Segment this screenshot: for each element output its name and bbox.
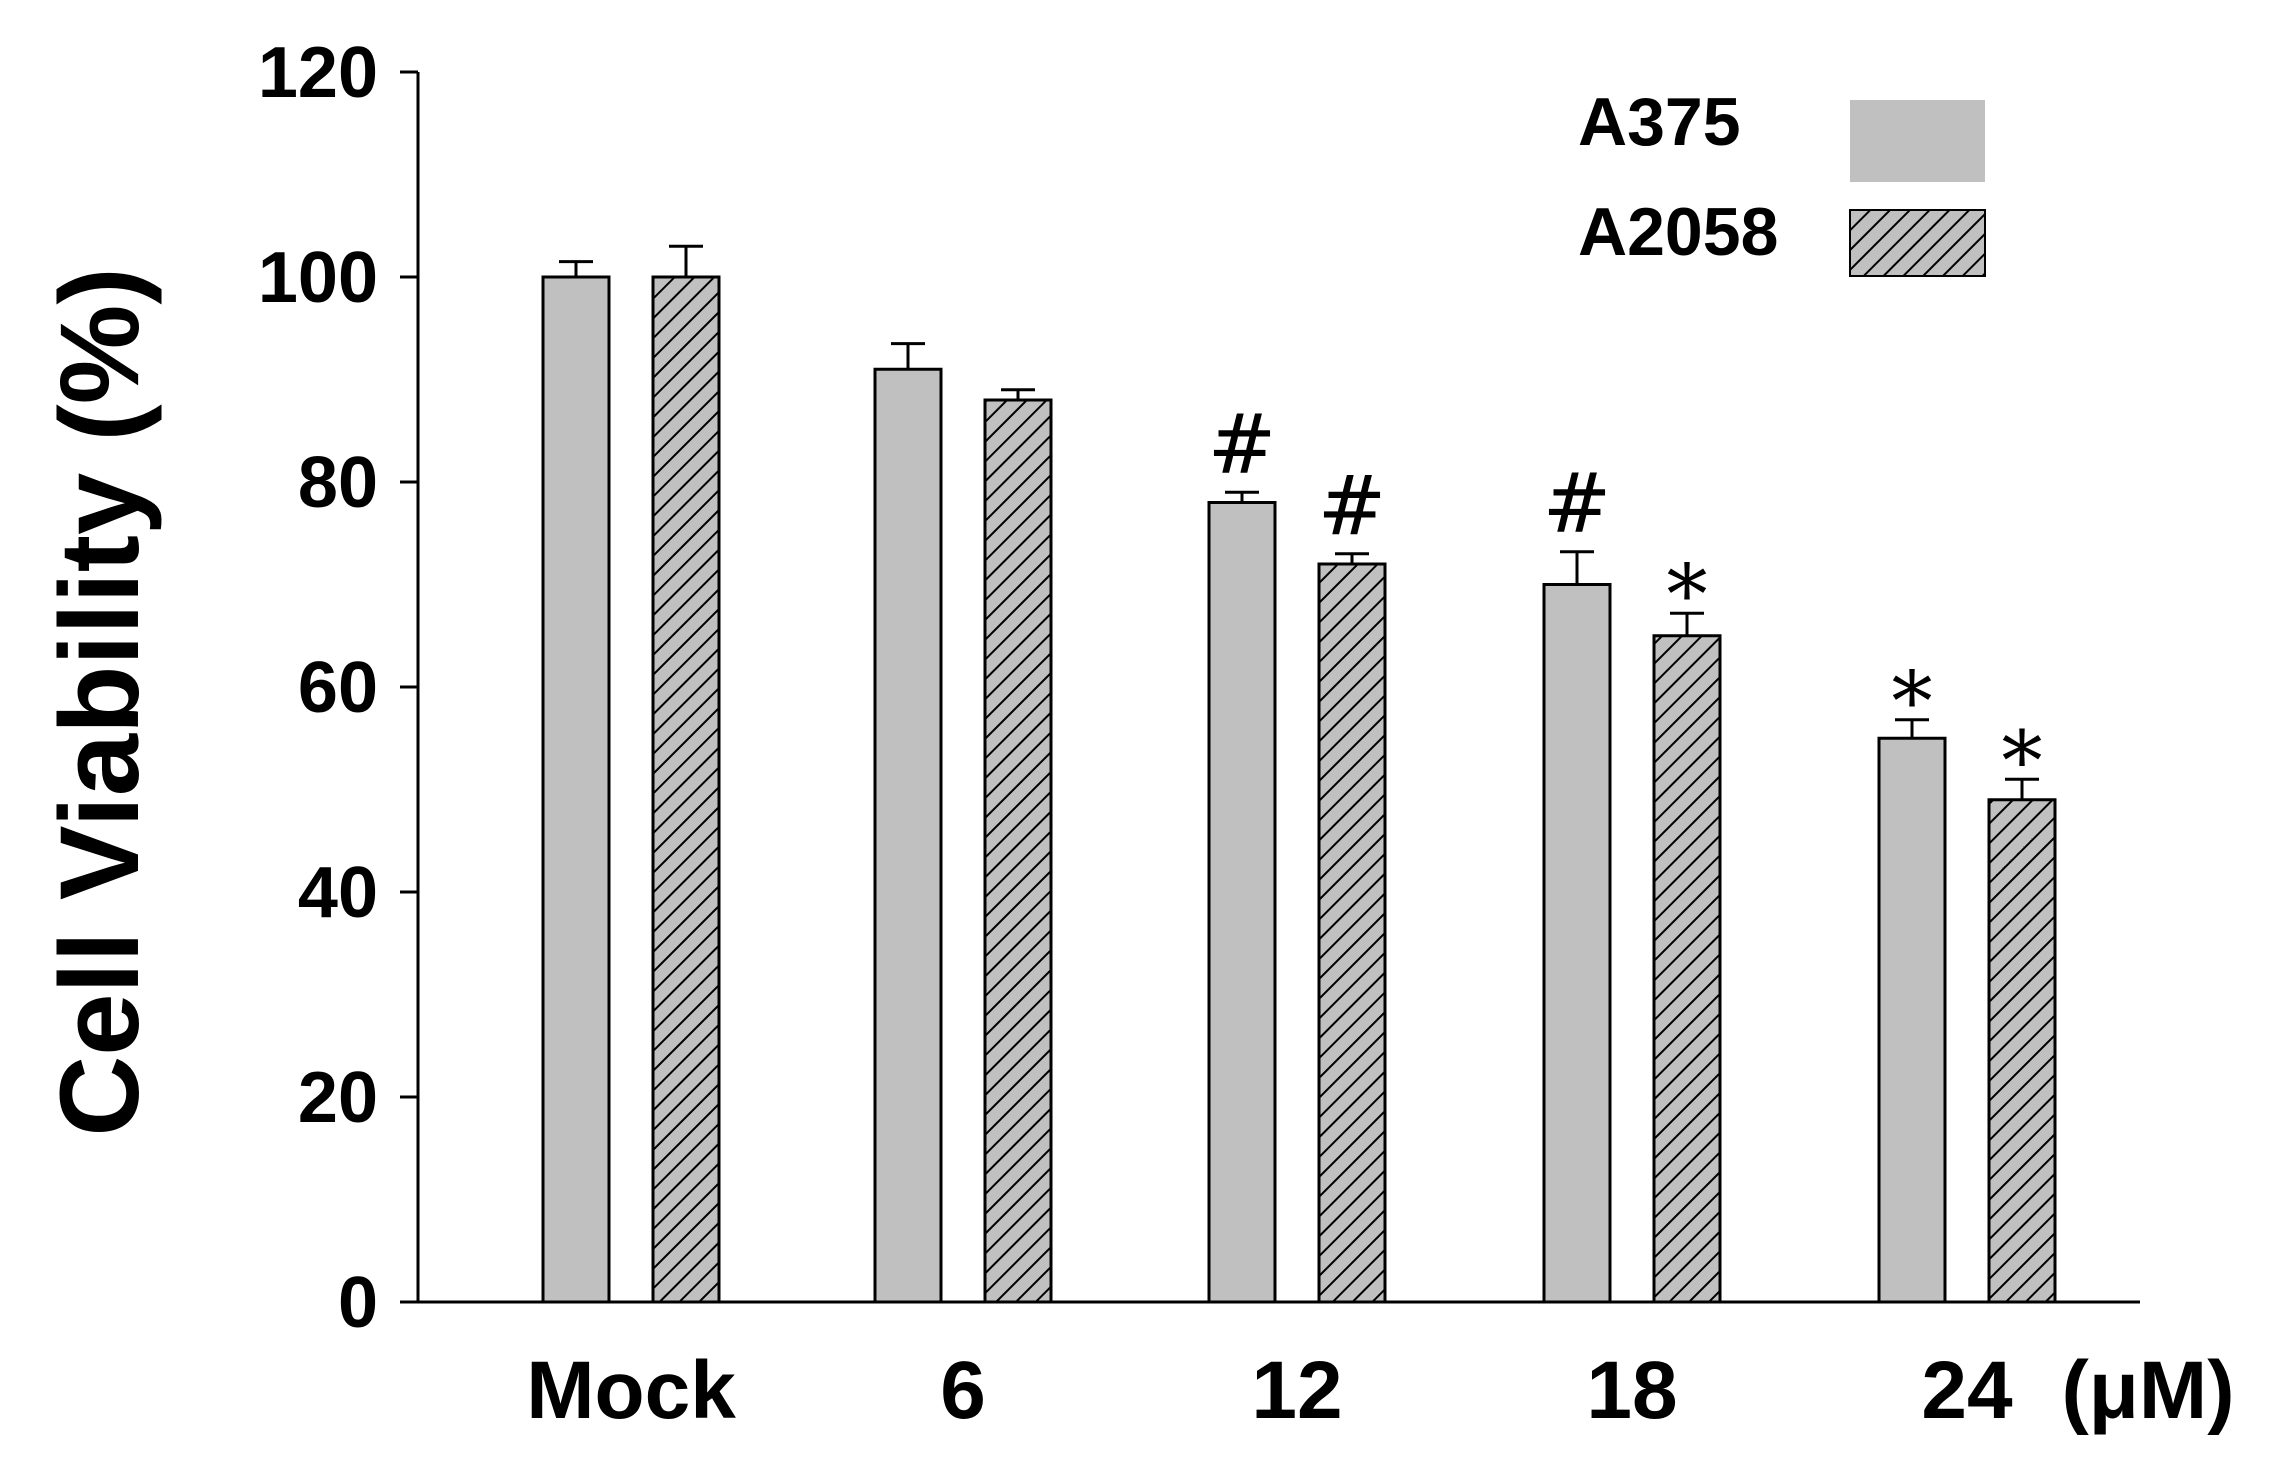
bar-a2058-12 bbox=[1317, 562, 1387, 1304]
significance-marker: # bbox=[1543, 457, 1612, 552]
legend-swatch-a375 bbox=[1850, 100, 1985, 182]
bar-a375-6 bbox=[873, 367, 943, 1304]
y-tick-label: 80 bbox=[298, 443, 378, 523]
y-tick-label: 40 bbox=[298, 853, 378, 933]
y-tick-label: 60 bbox=[298, 648, 378, 728]
bars bbox=[541, 244, 2057, 1304]
legend: A375 A2058 bbox=[1578, 84, 1986, 277]
y-axis-label: Cell Viability (%) bbox=[37, 267, 162, 1136]
x-tick-label: 18 bbox=[1586, 1345, 1677, 1436]
x-tick-label: 24 bbox=[1921, 1345, 2013, 1436]
significance-marker: * bbox=[2002, 714, 2043, 809]
significance-marker: * bbox=[1667, 548, 1708, 643]
significance-marker: # bbox=[1208, 397, 1277, 492]
y-tick-label: 20 bbox=[298, 1058, 378, 1138]
bar-a2058-24 bbox=[1987, 798, 2057, 1304]
bar-a375-24 bbox=[1877, 736, 1947, 1304]
legend-swatch-a2058 bbox=[1849, 209, 1986, 277]
bar-a375-mock bbox=[541, 275, 611, 1304]
significance-marker: # bbox=[1318, 459, 1387, 554]
labels: 0 20 40 60 80 100 120 Cell Viability (%) Mock 6 12… bbox=[37, 33, 2235, 1436]
significance-marker: * bbox=[1892, 655, 1933, 750]
bar-a375-18 bbox=[1542, 583, 1612, 1304]
y-tick-label: 100 bbox=[258, 238, 378, 318]
legend-label-a2058: A2058 bbox=[1578, 194, 1778, 270]
bar-a375-12 bbox=[1207, 501, 1277, 1304]
x-tick-label: 12 bbox=[1251, 1345, 1342, 1436]
y-tick-label: 0 bbox=[338, 1263, 378, 1343]
x-unit-label: (μM) bbox=[2061, 1345, 2234, 1436]
y-tick-label: 120 bbox=[258, 33, 378, 113]
bar-a2058-mock bbox=[651, 275, 721, 1304]
x-tick-label: 6 bbox=[940, 1345, 986, 1436]
bar-a2058-18 bbox=[1652, 634, 1722, 1304]
legend-label-a375: A375 bbox=[1578, 84, 1741, 160]
x-tick-label: Mock bbox=[526, 1345, 736, 1436]
bar-a2058-6 bbox=[983, 398, 1053, 1304]
